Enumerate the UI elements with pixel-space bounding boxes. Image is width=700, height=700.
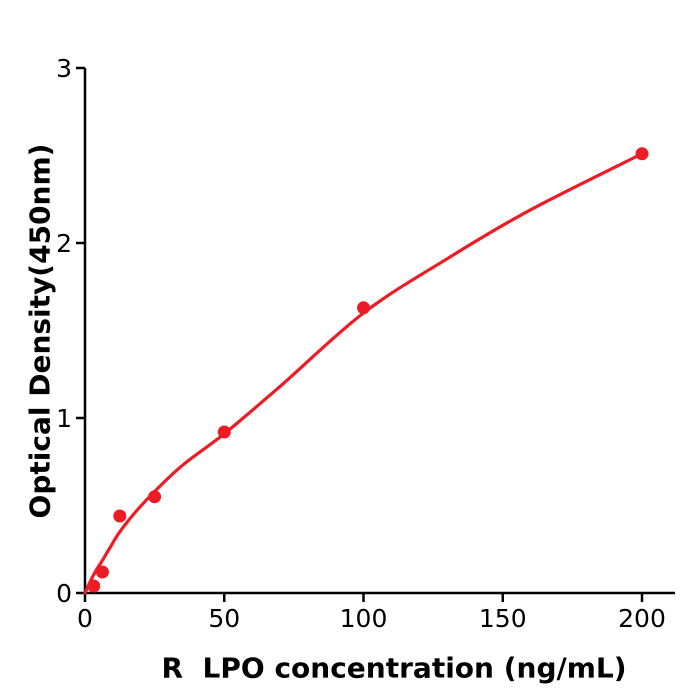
data-point xyxy=(148,490,162,504)
fit-curve xyxy=(83,152,644,595)
data-point xyxy=(635,147,649,161)
data-point xyxy=(87,579,101,593)
x-tick-label: 50 xyxy=(208,604,240,633)
data-point xyxy=(113,509,127,523)
y-tick-label: 3 xyxy=(56,54,72,83)
y-axis-title: Optical Density(450nm) xyxy=(23,143,57,519)
data-point xyxy=(357,301,370,315)
y-tick-label: 2 xyxy=(56,229,72,258)
x-tick-label: 200 xyxy=(618,604,666,633)
data-point xyxy=(95,565,109,579)
x-axis-title: R LPO concentration (ng/mL) xyxy=(161,651,627,685)
y-tick-label: 0 xyxy=(56,579,72,608)
x-tick-label: 100 xyxy=(340,604,388,633)
x-tick-label: 150 xyxy=(479,604,527,633)
x-tick-label: 0 xyxy=(77,604,93,633)
data-point xyxy=(217,425,231,439)
y-tick-label: 1 xyxy=(56,404,72,433)
